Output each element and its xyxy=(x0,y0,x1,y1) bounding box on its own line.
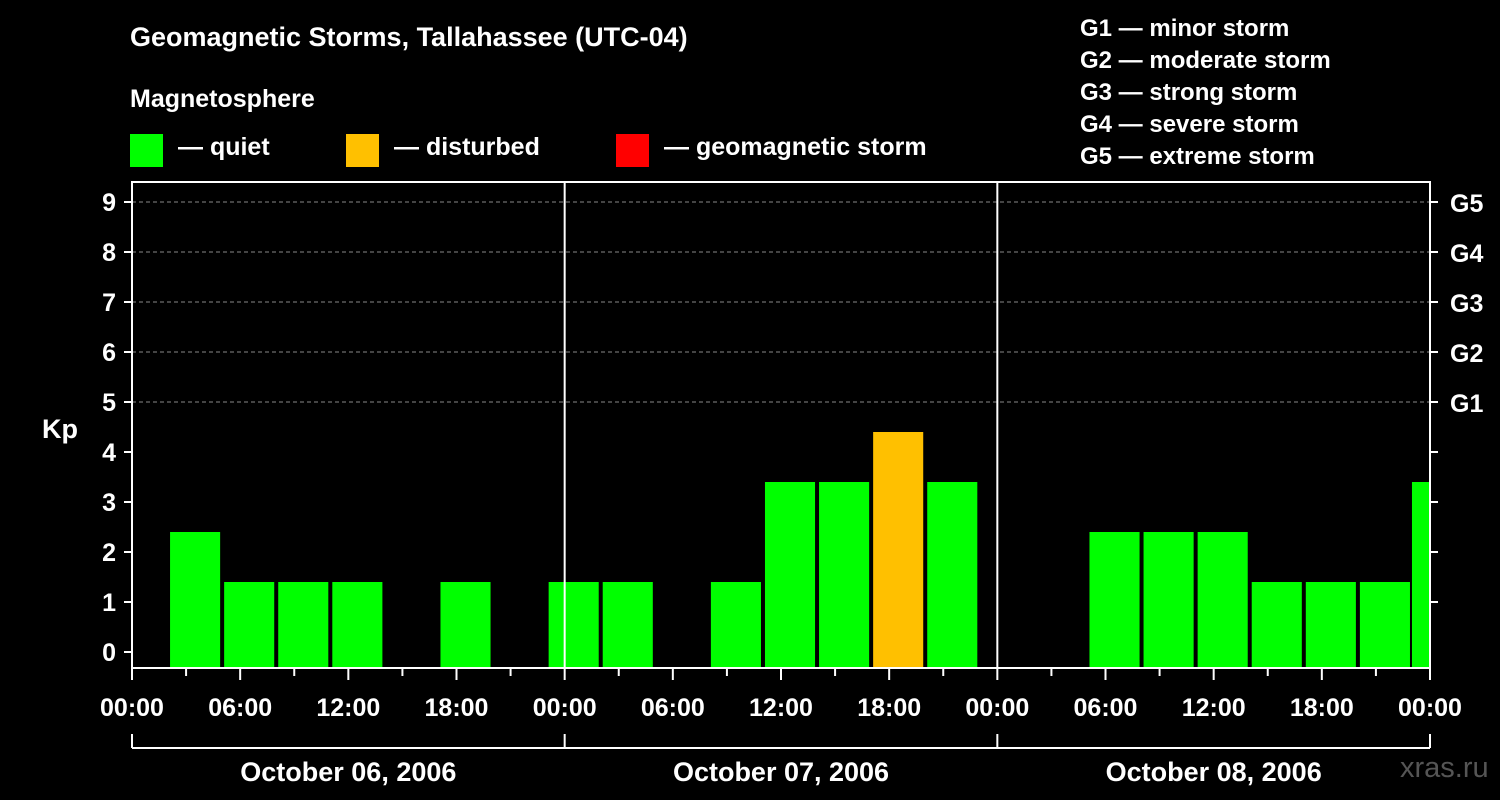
kp-bar-1 xyxy=(224,582,275,668)
y-tick-label-0: 0 xyxy=(102,639,116,667)
day-label-1: October 07, 2006 xyxy=(673,757,889,787)
y-tick-label-2: 2 xyxy=(102,539,116,567)
day-label-2: October 08, 2006 xyxy=(1106,757,1322,787)
chart-title: Geomagnetic Storms, Tallahassee (UTC-04) xyxy=(130,22,688,52)
x-tick-label-6: 12:00 xyxy=(749,694,813,722)
legend-storm-label: — geomagnetic storm xyxy=(664,133,927,161)
kp-bar-14 xyxy=(1197,532,1248,668)
x-tick-label-10: 12:00 xyxy=(1182,694,1246,722)
kp-bar-5 xyxy=(548,582,599,668)
x-tick-label-12: 00:00 xyxy=(1398,694,1462,722)
x-tick-label-3: 18:00 xyxy=(425,694,489,722)
x-tick-label-9: 06:00 xyxy=(1074,694,1138,722)
g1-legend: G1 — minor storm xyxy=(1080,15,1290,42)
kp-bar-11 xyxy=(927,482,978,668)
y-tick-label-7: 7 xyxy=(102,289,116,317)
y-tick-label-6: 6 xyxy=(102,339,116,367)
kp-bar-7 xyxy=(710,582,761,668)
x-tick-label-8: 00:00 xyxy=(965,694,1029,722)
legend-disturbed-label: — disturbed xyxy=(394,133,540,161)
kp-bar-17 xyxy=(1359,582,1410,668)
y-tick-label-8: 8 xyxy=(102,239,116,267)
x-tick-label-5: 06:00 xyxy=(641,694,705,722)
legend-storm-swatch xyxy=(616,134,649,167)
legend-quiet-label: — quiet xyxy=(178,133,270,161)
kp-bar-9 xyxy=(819,482,870,668)
g-scale-label-G1: G1 xyxy=(1450,390,1483,418)
x-tick-label-7: 18:00 xyxy=(857,694,921,722)
y-axis-label: Kp xyxy=(42,414,78,444)
legend-disturbed-swatch xyxy=(346,134,379,167)
y-tick-label-9: 9 xyxy=(102,189,116,217)
y-tick-label-4: 4 xyxy=(102,439,116,467)
y-tick-label-5: 5 xyxy=(102,389,116,417)
g-scale-label-G3: G3 xyxy=(1450,290,1483,318)
x-tick-label-1: 06:00 xyxy=(208,694,272,722)
g-scale-label-G5: G5 xyxy=(1450,190,1483,218)
g-scale-label-G4: G4 xyxy=(1450,240,1483,268)
kp-bar-10 xyxy=(873,432,924,668)
kp-bar-0 xyxy=(170,532,221,668)
day-label-0: October 06, 2006 xyxy=(240,757,456,787)
kp-bar-4 xyxy=(440,582,491,668)
kp-bar-16 xyxy=(1305,582,1356,668)
y-tick-label-3: 3 xyxy=(102,489,116,517)
x-tick-label-2: 12:00 xyxy=(316,694,380,722)
kp-bar-18 xyxy=(1411,482,1430,668)
g3-legend: G3 — strong storm xyxy=(1080,79,1298,106)
y-tick-label-1: 1 xyxy=(102,589,116,617)
g2-legend: G2 — moderate storm xyxy=(1080,47,1331,74)
kp-bar-12 xyxy=(1089,532,1140,668)
g-scale-label-G2: G2 xyxy=(1450,340,1483,368)
x-tick-label-0: 00:00 xyxy=(100,694,164,722)
magnetosphere-label: Magnetosphere xyxy=(130,85,315,113)
g5-legend: G5 — extreme storm xyxy=(1080,143,1315,170)
g4-legend: G4 — severe storm xyxy=(1080,111,1299,138)
kp-bar-6 xyxy=(602,582,653,668)
kp-bar-13 xyxy=(1143,532,1194,668)
kp-bar-3 xyxy=(332,582,383,668)
x-tick-label-11: 18:00 xyxy=(1290,694,1354,722)
kp-bar-2 xyxy=(278,582,329,668)
kp-bar-15 xyxy=(1251,582,1302,668)
watermark: xras.ru xyxy=(1400,752,1489,784)
x-tick-label-4: 00:00 xyxy=(533,694,597,722)
legend-quiet-swatch xyxy=(130,134,163,167)
kp-bar-8 xyxy=(764,482,816,668)
